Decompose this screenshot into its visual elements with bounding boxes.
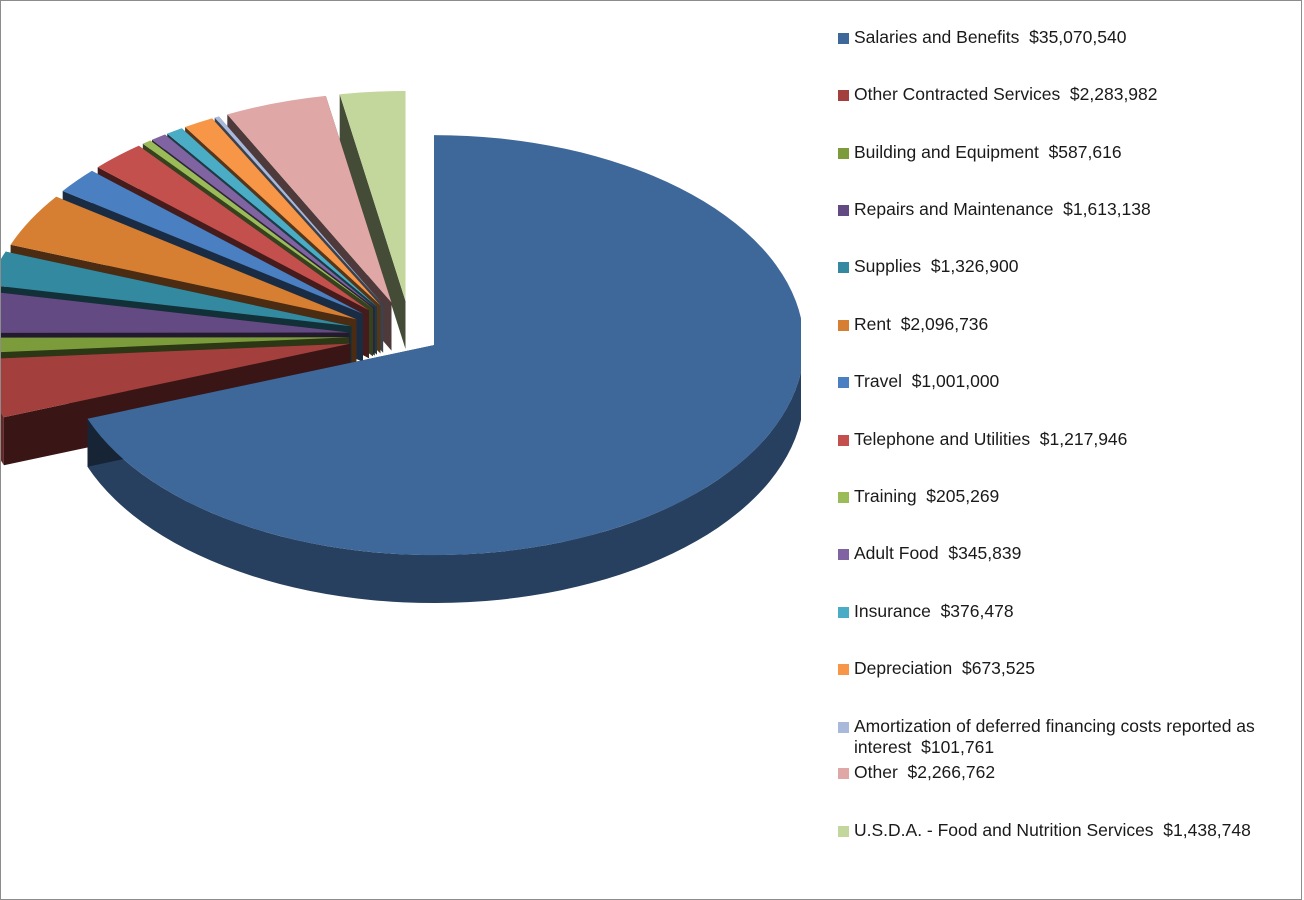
pie-slice-repairs-and-maintenance — [1, 292, 350, 333]
legend-label: Other Contracted Services $2,283,982 — [854, 84, 1158, 104]
legend-swatch — [838, 722, 849, 733]
legend-swatch — [838, 768, 849, 779]
legend-item-salaries-and-benefits: Salaries and Benefits $35,070,540 — [838, 27, 1288, 48]
legend-swatch — [838, 90, 849, 101]
pie-slice-other-contracted-services — [1, 343, 351, 418]
pie-slice-building-and-equipment — [1, 337, 349, 353]
legend-swatch — [838, 664, 849, 675]
legend-label: Other $2,266,762 — [854, 762, 996, 782]
legend-label: Supplies $1,326,900 — [854, 256, 1019, 276]
legend-item-other: Other $2,266,762 — [838, 762, 1288, 783]
legend-item-telephone-and-utilities: Telephone and Utilities $1,217,946 — [838, 429, 1288, 450]
legend-label: Salaries and Benefits $35,070,540 — [854, 27, 1127, 47]
pie-slice-amortization-of-deferred-financing-costs-reported-as-interest — [214, 116, 384, 305]
legend-label: Insurance $376,478 — [854, 601, 1014, 621]
legend-label: Adult Food $345,839 — [854, 543, 1022, 563]
legend-swatch — [838, 549, 849, 560]
legend-item-building-and-equipment: Building and Equipment $587,616 — [838, 142, 1288, 163]
legend-swatch — [838, 320, 849, 331]
legend-swatch — [838, 148, 849, 159]
legend-swatch — [838, 205, 849, 216]
legend-label: Travel $1,001,000 — [854, 371, 1000, 391]
pie-slice-rent — [10, 196, 357, 320]
legend-item-rent: Rent $2,096,736 — [838, 314, 1288, 335]
legend-item-other-contracted-services: Other Contracted Services $2,283,982 — [838, 84, 1288, 105]
legend-label: Building and Equipment $587,616 — [854, 142, 1122, 162]
legend-item-adult-food: Adult Food $345,839 — [838, 543, 1288, 564]
legend-item-supplies: Supplies $1,326,900 — [838, 256, 1288, 277]
pie-slice-other — [227, 95, 392, 303]
legend-swatch — [838, 826, 849, 837]
legend-item-amortization-of-deferred-financing-costs-reported-as-interest: Amortization of deferred financing costs… — [838, 716, 1288, 758]
legend-swatch — [838, 377, 849, 388]
pie-slice-edge-u-s-d-a-food-and-nutrition-services — [339, 94, 406, 349]
legend-item-repairs-and-maintenance: Repairs and Maintenance $1,613,138 — [838, 199, 1288, 220]
pie-slice-training — [142, 140, 373, 309]
pie-slice-adult-food — [152, 134, 375, 308]
pie-chart — [1, 90, 801, 604]
legend-item-u-s-d-a-food-and-nutrition-services: U.S.D.A. - Food and Nutrition Services $… — [838, 820, 1288, 841]
legend-item-insurance: Insurance $376,478 — [838, 601, 1288, 622]
pie-slice-u-s-d-a-food-and-nutrition-services — [339, 90, 406, 301]
legend-label: Amortization of deferred financing costs… — [854, 716, 1260, 757]
legend-label: U.S.D.A. - Food and Nutrition Services $… — [854, 820, 1251, 840]
legend-swatch — [838, 33, 849, 44]
pie-slice-supplies — [1, 251, 352, 327]
pie-slice-side-salaries-and-benefits — [87, 371, 801, 604]
legend-swatch — [838, 262, 849, 273]
legend-swatch — [838, 492, 849, 503]
legend-label: Rent $2,096,736 — [854, 314, 989, 334]
legend-label: Telephone and Utilities $1,217,946 — [854, 429, 1128, 449]
legend-swatch — [838, 607, 849, 618]
pie-slice-travel — [62, 170, 363, 314]
pie-slice-salaries-and-benefits — [87, 135, 801, 556]
pie-slice-side-other-contracted-services — [1, 412, 4, 466]
legend-item-depreciation: Depreciation $673,525 — [838, 658, 1288, 679]
legend-label: Training $205,269 — [854, 486, 1000, 506]
legend-swatch — [838, 435, 849, 446]
pie-slice-depreciation — [185, 118, 381, 306]
legend-label: Depreciation $673,525 — [854, 658, 1035, 678]
pie-slice-telephone-and-utilities — [97, 145, 369, 311]
pie-slice-insurance — [167, 128, 377, 307]
legend-item-travel: Travel $1,001,000 — [838, 371, 1288, 392]
legend-item-training: Training $205,269 — [838, 486, 1288, 507]
legend-label: Repairs and Maintenance $1,613,138 — [854, 199, 1151, 219]
